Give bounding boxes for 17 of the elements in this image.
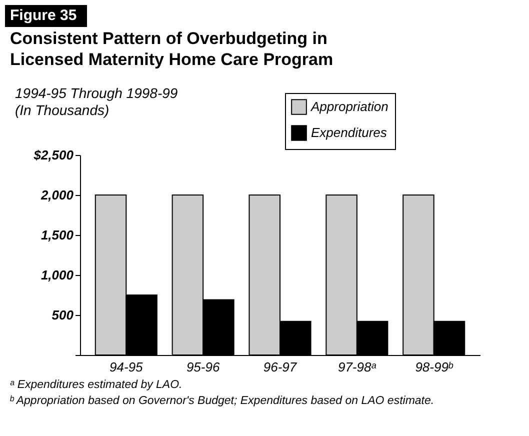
y-tick-label: 1,000 (40, 268, 74, 282)
x-tick-label: 98-99ᵇ (415, 360, 454, 374)
chart-subtitle: 1994-95 Through 1998-99 (In Thousands) (15, 85, 178, 118)
x-tick-label: 96-97 (263, 360, 298, 374)
x-tick-label: 97-98ᵃ (338, 360, 376, 374)
legend-label: Appropriation (310, 99, 388, 114)
caption: Figure 35 (10, 7, 77, 24)
y-tick-label: 2,000 (40, 188, 74, 202)
legend-label: Expenditures (311, 125, 388, 140)
chart-title: Consistent Pattern of Overbudgeting in Licensed Maternity Home Care Program (10, 29, 334, 69)
y-tick-label: $2,500 (32, 148, 74, 162)
x-tick-label: 94-95 (110, 360, 144, 374)
x-tick-label: 95-96 (186, 360, 220, 374)
y-tick-label: 500 (52, 308, 74, 322)
y-tick-label: 1,500 (40, 228, 74, 242)
text: ᵇ Appropriation based on Governor's Budget; Expenditures based on LAO estimate. (9, 395, 434, 407)
text: ᵃ Expenditures estimated by LAO. (10, 379, 182, 391)
